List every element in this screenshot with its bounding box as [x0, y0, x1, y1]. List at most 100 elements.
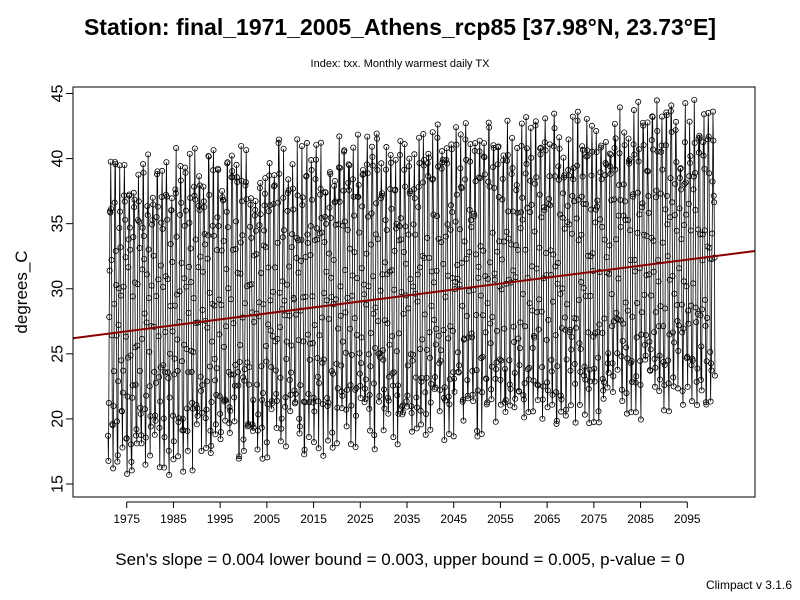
data-point	[626, 156, 633, 163]
data-point	[528, 154, 535, 161]
data-point	[127, 246, 134, 253]
data-point	[596, 321, 603, 328]
data-point	[351, 315, 358, 322]
data-point	[405, 231, 412, 238]
data-point	[312, 176, 319, 183]
data-point	[210, 232, 217, 239]
data-point	[588, 172, 595, 179]
data-point	[442, 397, 449, 404]
data-point	[301, 451, 308, 458]
data-point	[122, 254, 129, 261]
data-point	[132, 344, 139, 351]
data-point	[697, 312, 704, 319]
data-point	[370, 310, 377, 317]
data-point	[618, 386, 625, 393]
data-point	[673, 159, 680, 166]
chart-title: Station: final_1971_2005_Athens_rcp85 [3…	[83, 14, 717, 40]
data-point	[317, 139, 324, 146]
data-point	[195, 264, 202, 271]
data-point	[308, 157, 315, 164]
data-point	[652, 364, 659, 371]
data-point	[236, 341, 243, 348]
data-point	[184, 428, 191, 435]
data-point	[576, 296, 583, 303]
data-point	[309, 196, 316, 203]
data-point	[551, 125, 558, 132]
data-point	[285, 176, 292, 183]
data-point	[563, 406, 570, 413]
data-point	[338, 405, 345, 412]
data-point	[470, 398, 477, 405]
data-point	[215, 222, 222, 229]
data-point	[507, 385, 514, 392]
data-point	[580, 285, 587, 292]
data-point	[628, 357, 635, 364]
data-point	[487, 320, 494, 327]
data-point	[384, 394, 391, 401]
data-point	[653, 187, 660, 194]
data-point	[417, 345, 424, 352]
data-point	[296, 415, 303, 422]
data-point	[501, 325, 508, 332]
data-point	[260, 301, 267, 308]
data-point	[545, 316, 552, 323]
data-point	[594, 197, 601, 204]
data-point	[660, 323, 667, 330]
data-point	[265, 208, 272, 215]
data-point	[352, 386, 359, 393]
data-point	[604, 384, 611, 391]
data-point	[332, 221, 339, 228]
data-point	[446, 376, 453, 383]
data-point	[323, 268, 330, 275]
data-point	[482, 329, 489, 336]
data-point	[249, 421, 256, 428]
data-point	[432, 374, 439, 381]
data-point	[586, 378, 593, 385]
data-point	[405, 305, 412, 312]
data-point	[706, 244, 713, 251]
data-point	[180, 341, 187, 348]
data-point	[508, 171, 515, 178]
data-point	[630, 107, 637, 114]
data-point	[479, 312, 486, 319]
data-point	[543, 336, 550, 343]
data-point	[555, 163, 562, 170]
data-point	[353, 331, 360, 338]
data-point	[585, 329, 592, 336]
data-point	[157, 398, 164, 405]
data-point	[568, 333, 575, 340]
data-point	[579, 173, 586, 180]
data-point	[512, 395, 519, 402]
data-point	[361, 291, 368, 298]
data-point	[151, 431, 158, 438]
data-point	[551, 110, 558, 117]
data-point	[147, 452, 154, 459]
data-point	[524, 205, 531, 212]
data-point	[361, 399, 368, 406]
data-point	[175, 453, 182, 460]
data-point	[454, 275, 461, 282]
data-point	[397, 137, 404, 144]
data-point	[169, 328, 176, 335]
data-point	[424, 234, 431, 241]
data-point	[187, 279, 194, 286]
data-point	[702, 296, 709, 303]
data-point	[108, 205, 115, 212]
data-point	[338, 388, 345, 395]
data-point	[445, 393, 452, 400]
data-point	[336, 133, 343, 140]
data-point	[394, 441, 401, 448]
data-point	[646, 271, 653, 278]
data-point	[136, 218, 143, 225]
data-point	[579, 146, 586, 153]
data-point	[500, 238, 507, 245]
data-point	[185, 309, 192, 316]
data-point	[251, 318, 258, 325]
data-point	[124, 470, 131, 477]
data-point	[437, 357, 444, 364]
data-point	[245, 422, 252, 429]
data-point	[185, 369, 192, 376]
data-point	[491, 276, 498, 283]
data-point	[616, 104, 623, 111]
data-point	[454, 349, 461, 356]
